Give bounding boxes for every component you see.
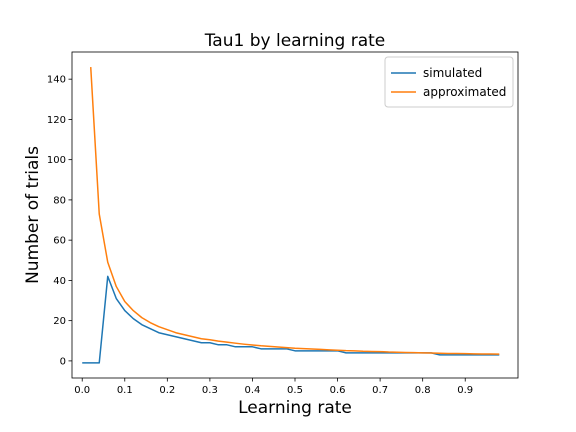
x-tick-label: 0.6 xyxy=(330,385,346,396)
legend-label-approximated: approximated xyxy=(423,85,506,99)
series-line-approximated xyxy=(89,67,500,355)
x-tick-label: 0.8 xyxy=(415,385,431,396)
y-tick-label: 100 xyxy=(47,155,66,166)
x-tick-label: 0.0 xyxy=(74,385,90,396)
chart-title: Tau1 by learning rate xyxy=(204,31,386,51)
plot-area xyxy=(82,67,500,364)
x-axis: 0.0 0.1 0.2 0.3 0.4 0.5 0.6 0.7 0.8 0.9 xyxy=(74,378,473,396)
y-axis-label: Number of trials xyxy=(23,146,43,284)
y-axis: 0 20 40 60 80 100 120 140 xyxy=(47,75,72,367)
x-tick-label: 0.1 xyxy=(117,385,133,396)
y-tick-label: 60 xyxy=(53,236,66,247)
x-tick-label: 0.2 xyxy=(159,385,175,396)
legend-box xyxy=(384,56,514,108)
x-tick-label: 0.7 xyxy=(372,385,388,396)
x-tick-label: 0.4 xyxy=(244,385,260,396)
x-tick-label: 0.9 xyxy=(457,385,473,396)
x-tick-label: 0.3 xyxy=(202,385,218,396)
x-tick-label: 0.5 xyxy=(287,385,303,396)
y-tick-label: 120 xyxy=(47,115,66,126)
legend: simulated approximated xyxy=(384,56,514,108)
y-tick-label: 0 xyxy=(60,356,66,367)
legend-label-simulated: simulated xyxy=(423,66,482,80)
y-tick-label: 40 xyxy=(53,276,66,287)
y-tick-label: 20 xyxy=(53,316,66,327)
x-axis-label: Learning rate xyxy=(238,398,352,418)
y-tick-label: 80 xyxy=(53,195,66,206)
y-tick-label: 140 xyxy=(47,75,66,86)
